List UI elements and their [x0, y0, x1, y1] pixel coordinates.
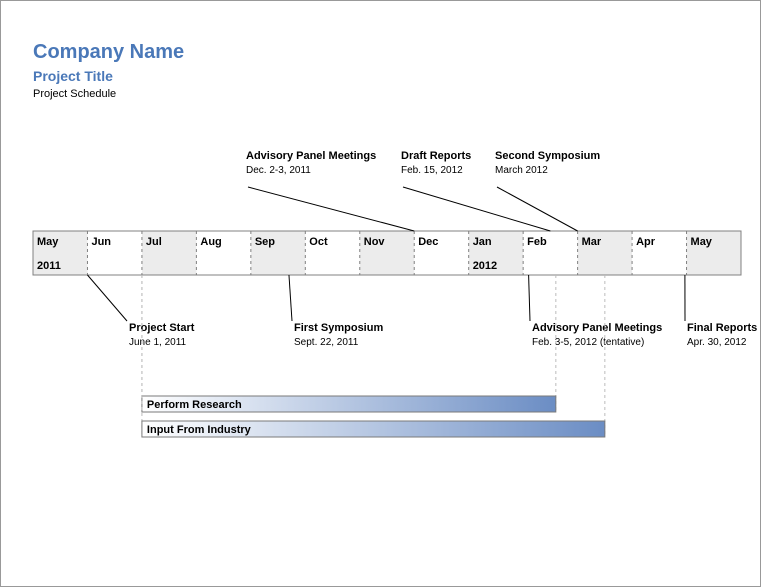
milestone-title: Project Start — [129, 322, 195, 334]
month-label: Mar — [582, 236, 602, 248]
milestone-title: First Symposium — [294, 322, 383, 334]
month-label: Nov — [364, 236, 386, 248]
month-label: Apr — [636, 236, 656, 248]
month-label: Jul — [146, 236, 162, 248]
milestone-title: Draft Reports — [401, 150, 471, 162]
year-label: 2011 — [37, 260, 61, 272]
milestone-title: Final Reports — [687, 322, 757, 334]
month-label: Feb — [527, 236, 547, 248]
activity-bar-label: Input From Industry — [147, 424, 252, 436]
month-label: Oct — [309, 236, 328, 248]
milestone-title: Advisory Panel Meetings — [246, 150, 376, 162]
month-label: Sep — [255, 236, 275, 248]
month-label: Aug — [200, 236, 221, 248]
milestone-date: June 1, 2011 — [129, 337, 187, 348]
month-label: Dec — [418, 236, 438, 248]
milestone-date: Apr. 30, 2012 — [687, 337, 747, 348]
milestone-connector — [403, 187, 550, 231]
milestone-connector — [248, 187, 414, 231]
milestone-connector — [289, 275, 292, 321]
milestone-date: Feb. 3-5, 2012 (tentative) — [532, 337, 644, 348]
month-label: May — [691, 236, 713, 248]
milestone-date: Feb. 15, 2012 — [401, 165, 463, 176]
milestone-date: March 2012 — [495, 165, 548, 176]
milestone-connector — [87, 275, 127, 321]
milestone-title: Second Symposium — [495, 150, 600, 162]
page-root: Company Name Project Title Project Sched… — [0, 0, 761, 587]
milestone-title: Advisory Panel Meetings — [532, 322, 662, 334]
milestone-date: Sept. 22, 2011 — [294, 337, 359, 348]
milestone-connector — [497, 187, 578, 231]
month-label: May — [37, 236, 59, 248]
month-label: Jan — [473, 236, 492, 248]
milestone-connector — [529, 275, 530, 321]
month-label: Jun — [91, 236, 111, 248]
timeline-svg: May 2011 Jun Jul Aug Sep Oct Nov Dec Jan 2012 Feb Ma… — [1, 1, 761, 587]
year-label: 2012 — [473, 260, 497, 272]
activity-bar-label: Perform Research — [147, 399, 242, 411]
milestone-date: Dec. 2-3, 2011 — [246, 165, 311, 176]
